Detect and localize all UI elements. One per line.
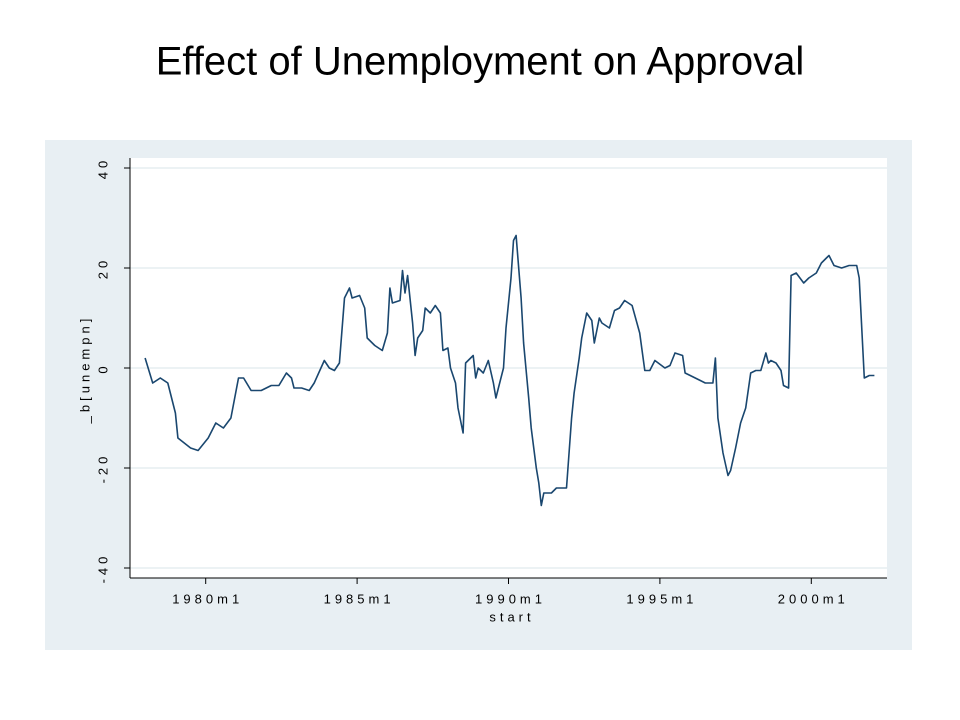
y-tick-label: 20 bbox=[95, 257, 110, 279]
y-axis-label: _b[unempn] bbox=[77, 315, 92, 425]
data-line bbox=[144, 234, 875, 507]
x-tick-label: 1985m1 bbox=[324, 591, 395, 606]
y-tick-label: 0 bbox=[95, 362, 110, 373]
x-axis-label: start bbox=[489, 609, 534, 624]
y-tick-label: -40 bbox=[95, 553, 110, 584]
chart-title: Effect of Unemployment on Approval bbox=[156, 40, 805, 84]
x-tick-label: 1995m1 bbox=[626, 591, 697, 606]
x-tick-label: 2000m1 bbox=[778, 591, 849, 606]
x-tick-label: 1990m1 bbox=[475, 591, 546, 606]
x-tick-label: 1980m1 bbox=[172, 591, 243, 606]
y-tick-label: 40 bbox=[95, 157, 110, 179]
y-tick-label: -20 bbox=[95, 453, 110, 484]
